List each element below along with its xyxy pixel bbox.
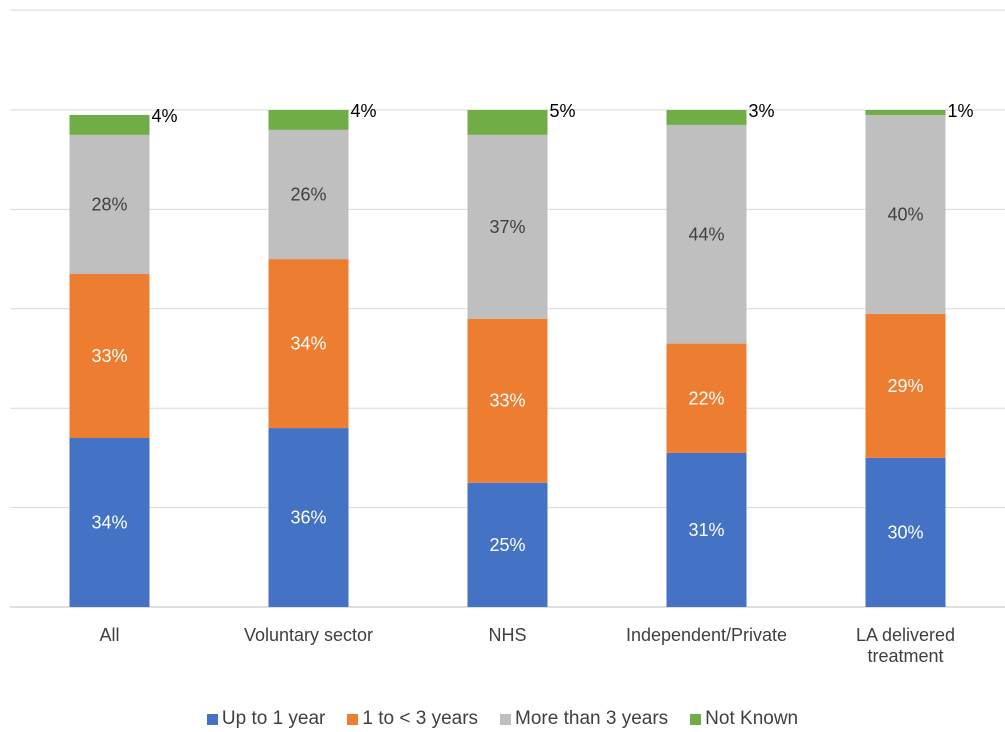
bar-segment (865, 110, 946, 115)
bar-segment (467, 318, 548, 483)
bar-segment (467, 134, 548, 319)
bar-segment (268, 129, 349, 260)
legend-label: More than 3 years (515, 708, 669, 729)
bar-segment (69, 134, 150, 275)
bar-segment (666, 110, 747, 125)
legend-swatch (500, 713, 512, 725)
data-label: 37% (489, 217, 525, 237)
bar-segment (666, 452, 747, 607)
data-labels: 34% 33% 28% 4% 36% 34% 26% 4% 25% 33% 37% 5% 31% 22% 4… (91, 101, 973, 555)
data-label: 29% (887, 376, 923, 396)
data-label: 36% (290, 508, 326, 528)
x-tick-label: NHS (488, 625, 526, 645)
bar-segment (268, 110, 349, 130)
legend-item: Not Known (690, 708, 798, 730)
legend-item: Up to 1 year (206, 708, 326, 730)
data-label: 4% (351, 101, 377, 121)
legend-swatch (206, 713, 218, 725)
data-label: 40% (887, 204, 923, 224)
legend-item: More than 3 years (500, 708, 668, 730)
data-label: 26% (290, 184, 326, 204)
legend-label: Up to 1 year (221, 708, 326, 729)
bar-segment (467, 482, 548, 607)
legend: Up to 1 year 1 to < 3 years More than 3 ye… (0, 708, 1005, 730)
bar-segment (666, 343, 747, 453)
bar-segment (865, 457, 946, 607)
legend-swatch (347, 713, 359, 725)
bar-segment (69, 438, 150, 607)
data-label: 31% (688, 520, 724, 540)
data-label: 34% (91, 513, 127, 533)
bar-segment (268, 428, 349, 607)
legend-label: 1 to < 3 years (362, 708, 479, 729)
legend-label: Not Known (705, 708, 799, 729)
bar-segment (69, 114, 150, 135)
data-label: 33% (489, 391, 525, 411)
legend-swatch (690, 713, 702, 725)
x-axis-tick-labels: All Voluntary sector NHS Independent/Privat… (99, 625, 955, 666)
bar-segment (467, 110, 548, 135)
bar-segment (69, 274, 150, 439)
x-tick-label: LA delivered (856, 625, 955, 645)
data-label: 3% (749, 101, 775, 121)
bar-segment (268, 259, 349, 429)
data-label: 44% (688, 224, 724, 244)
data-label: 5% (550, 101, 576, 121)
data-label: 1% (948, 101, 974, 121)
data-label: 4% (152, 106, 178, 126)
bar-segment (666, 124, 747, 344)
data-label: 28% (91, 194, 127, 214)
data-label: 30% (887, 522, 923, 542)
legend-item: 1 to < 3 years (347, 708, 478, 730)
x-tick-label: All (99, 625, 119, 645)
data-label: 34% (290, 334, 326, 354)
data-label: 22% (688, 388, 724, 408)
data-label: 25% (489, 535, 525, 555)
x-tick-label: Independent/Private (626, 625, 787, 645)
data-label: 33% (91, 346, 127, 366)
x-tick-label: Voluntary sector (244, 625, 373, 645)
bar-segment (865, 313, 946, 458)
bar-segment (865, 114, 946, 314)
x-tick-label: treatment (867, 646, 943, 666)
bars (69, 110, 946, 607)
